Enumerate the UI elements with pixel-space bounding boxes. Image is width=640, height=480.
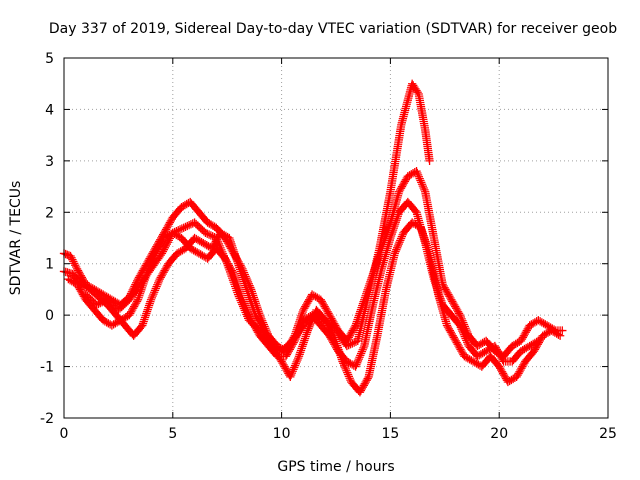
y-tick-label: -1 bbox=[40, 360, 54, 376]
data-point-marker bbox=[558, 326, 567, 335]
chart-title: Day 337 of 2019, Sidereal Day-to-day VTE… bbox=[49, 21, 617, 37]
y-tick-label: 2 bbox=[45, 205, 54, 221]
x-tick-label: 5 bbox=[168, 426, 177, 442]
plot-area-border bbox=[63, 57, 609, 419]
x-tick-label: 25 bbox=[599, 426, 617, 442]
x-tick-label: 20 bbox=[490, 426, 508, 442]
data-point-marker bbox=[534, 336, 543, 346]
series-markers bbox=[59, 218, 565, 397]
x-tick-label: 0 bbox=[60, 426, 69, 442]
x-tick-label: 10 bbox=[273, 426, 291, 442]
data-point-marker bbox=[425, 156, 434, 166]
y-tick-label: -2 bbox=[40, 411, 54, 427]
x-axis-label: GPS time / hours bbox=[277, 459, 394, 475]
y-tick-label: 0 bbox=[45, 308, 54, 324]
grid bbox=[64, 58, 608, 418]
series-markers bbox=[81, 79, 434, 356]
series-markers bbox=[64, 197, 543, 371]
y-tick-label: 1 bbox=[45, 257, 54, 273]
y-axis-label: SDTVAR / TECUs bbox=[8, 181, 24, 296]
x-tick-label: 15 bbox=[381, 426, 399, 442]
data-point-marker bbox=[555, 331, 565, 340]
y-tick-label: 5 bbox=[45, 51, 54, 67]
data-points bbox=[59, 79, 567, 397]
y-tick-label: 4 bbox=[45, 102, 54, 118]
y-tick-label: 3 bbox=[45, 154, 54, 170]
